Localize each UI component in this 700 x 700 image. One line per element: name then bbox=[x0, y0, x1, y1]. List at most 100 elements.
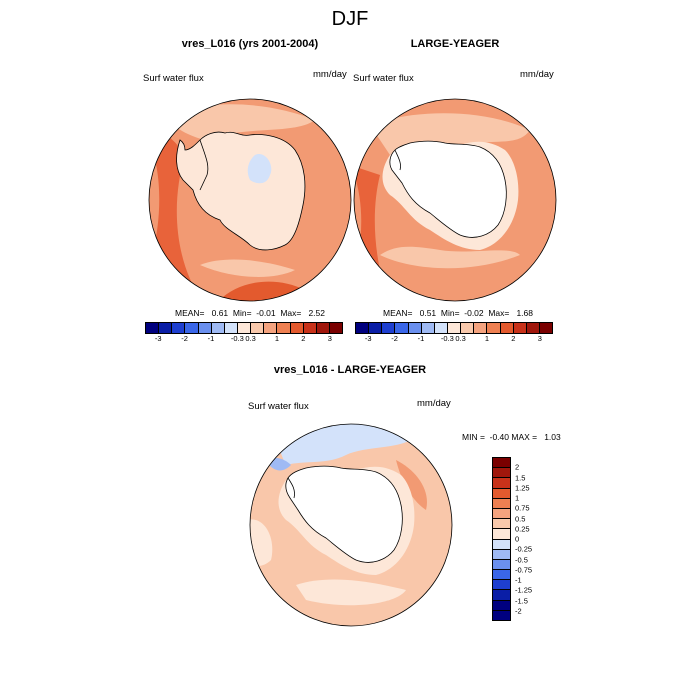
panel3-colorbar-tick-label: 0.5 bbox=[515, 514, 526, 523]
panel1-colorbar-tick-label: -3 bbox=[154, 334, 162, 343]
panel3-colorbar-swatch bbox=[493, 539, 510, 550]
panel1-units-label: mm/day bbox=[313, 69, 347, 80]
panel3-colorbar-tick-label: -1.25 bbox=[515, 585, 533, 595]
panel1-colorbar-tick-label: 2 bbox=[301, 334, 306, 343]
panel3-variable-label: Surf water flux bbox=[248, 401, 309, 412]
panel2-colorbar-tick-label: -1 bbox=[417, 334, 425, 343]
panel3-colorbar-swatch bbox=[493, 590, 510, 601]
panel1-colorbar-swatch bbox=[159, 323, 173, 333]
panel2-colorbar-swatch bbox=[356, 323, 370, 333]
panel2-colorbar-tick-label: -0.3 bbox=[440, 334, 454, 343]
panel3-colorbar-tick-label: -1.5 bbox=[515, 596, 528, 605]
panel3-colorbar-swatch bbox=[493, 508, 510, 520]
panel2-variable-label: Surf water flux bbox=[353, 73, 414, 84]
panel3-units-label: mm/day bbox=[417, 398, 451, 409]
panel3-polar-map bbox=[249, 423, 453, 627]
panel1-colorbar-tick-label: -1 bbox=[207, 334, 215, 343]
panel1-variable-label: Surf water flux bbox=[143, 73, 204, 84]
panel1-polar-map bbox=[148, 98, 352, 302]
panel2-colorbar-swatch bbox=[369, 323, 383, 333]
panel3-colorbar-labels: 2 1.5 1.25 1 0.75 0.5 0.25 0 -0.25 -0.5 -0.75 -1 -1.… bbox=[515, 457, 555, 621]
panel1-colorbar-swatch bbox=[211, 323, 225, 333]
panel2-colorbar-tick-label: 2 bbox=[511, 334, 516, 343]
panel3-colorbar-tick-label: 2 bbox=[515, 462, 520, 472]
panel1-stats: MEAN= 0.61 Min= -0.01 Max= 2.52 bbox=[175, 308, 326, 318]
panel1-colorbar-swatch bbox=[316, 323, 330, 333]
panel2-colorbar-swatch bbox=[447, 323, 462, 333]
panel2-units-label: mm/day bbox=[520, 69, 554, 80]
panel1-colorbar-swatch bbox=[303, 323, 317, 333]
panel1-colorbar-tick-label: -0.3 bbox=[230, 334, 244, 343]
panel2-colorbar-labels: -3 -2 -1 -0.3 0.3 1 2 3 bbox=[355, 334, 553, 344]
panel1-colorbar: -3 -2 -1 -0.3 0.3 1 2 3 bbox=[145, 322, 343, 344]
panel3-colorbar-tick-label: 1.25 bbox=[515, 483, 530, 493]
panel3-colorbar-swatch bbox=[493, 478, 510, 489]
panel2-colorbar-swatch bbox=[434, 323, 448, 333]
panel2-colorbar-swatch bbox=[513, 323, 527, 333]
panel1-colorbar-swatch bbox=[198, 323, 212, 333]
panel1-colorbar-swatch bbox=[237, 323, 252, 333]
panel3-colorbar-swatch bbox=[493, 519, 510, 530]
panel1-colorbar-swatches bbox=[145, 322, 343, 334]
panel1-colorbar-tick-label: 1 bbox=[274, 334, 280, 343]
panel2-colorbar-swatch bbox=[395, 323, 409, 333]
figure-title: DJF bbox=[331, 8, 369, 30]
panel2-colorbar-tick-label: 3 bbox=[537, 334, 542, 343]
panel2-colorbar-swatch bbox=[408, 323, 422, 333]
panel2-colorbar: -3 -2 -1 -0.3 0.3 1 2 3 bbox=[355, 322, 553, 344]
panel3-colorbar-tick-label: 1 bbox=[515, 493, 520, 503]
panel1-colorbar-swatch bbox=[146, 323, 160, 333]
panel2-colorbar-swatches bbox=[355, 322, 553, 334]
panel1-colorbar-swatch bbox=[172, 323, 186, 333]
panel3-colorbar-swatches bbox=[492, 457, 511, 621]
panel2-colorbar-swatch bbox=[461, 323, 475, 333]
panel3-colorbar-tick-label: 0.25 bbox=[515, 524, 530, 534]
panel3-colorbar-tick-label: -2 bbox=[515, 606, 522, 616]
panel3-colorbar-swatch bbox=[493, 488, 510, 499]
panel2-colorbar-swatch bbox=[526, 323, 540, 333]
panel1-colorbar-tick-label: 0.3 bbox=[245, 334, 256, 343]
panel3-colorbar-swatch bbox=[493, 549, 510, 560]
panel2-colorbar-swatch bbox=[421, 323, 435, 333]
panel1-colorbar-swatch bbox=[224, 323, 238, 333]
panel3-colorbar-swatch bbox=[493, 570, 510, 581]
panel3-colorbar-tick-label: -0.5 bbox=[515, 555, 528, 564]
panel1-colorbar-swatch bbox=[251, 323, 265, 333]
panel3-colorbar-swatch bbox=[493, 580, 510, 591]
panel3-colorbar-tick-label: 1.5 bbox=[515, 473, 526, 482]
panel1-colorbar-tick-label: -2 bbox=[181, 334, 188, 343]
panel1-colorbar-labels: -3 -2 -1 -0.3 0.3 1 2 3 bbox=[145, 334, 343, 344]
panel2-colorbar-tick-label: 1 bbox=[484, 334, 490, 343]
panel2-title: LARGE-YEAGER bbox=[410, 38, 500, 50]
panel3-title: vres_L016 - LARGE-YEAGER bbox=[273, 364, 427, 376]
panel1-colorbar-swatch bbox=[277, 323, 291, 333]
panel3-colorbar-swatch bbox=[493, 498, 510, 509]
panel2-colorbar-tick-label: -3 bbox=[364, 334, 372, 343]
panel3-colorbar-swatch bbox=[493, 458, 510, 469]
panel3-colorbar-swatch bbox=[493, 529, 510, 540]
panel2-colorbar-tick-label: -2 bbox=[391, 334, 398, 343]
panel3-colorbar-swatch bbox=[493, 468, 510, 479]
panel1-title: vres_L016 (yrs 2001-2004) bbox=[181, 38, 319, 50]
panel3-colorbar-swatch bbox=[493, 610, 510, 620]
panel3-colorbar-tick-label: -0.25 bbox=[515, 544, 533, 554]
panel1-colorbar-swatch bbox=[185, 323, 199, 333]
panel1-colorbar-swatch bbox=[290, 323, 304, 333]
panel2-colorbar-tick-label: 0.3 bbox=[455, 334, 466, 343]
panel2-stats: MEAN= 0.51 Min= -0.02 Max= 1.68 bbox=[383, 308, 534, 318]
panel1-colorbar-swatch bbox=[329, 323, 343, 333]
panel2-colorbar-swatch bbox=[500, 323, 514, 333]
panel3-colorbar-tick-label: 0 bbox=[515, 534, 520, 544]
panel3-stats: MIN = -0.40 MAX = 1.03 bbox=[462, 432, 561, 442]
panel3-colorbar-tick-label: -0.75 bbox=[515, 565, 533, 575]
panel2-colorbar-swatch bbox=[487, 323, 501, 333]
panel3-colorbar-swatch bbox=[493, 559, 510, 571]
panel3-colorbar: 2 1.5 1.25 1 0.75 0.5 0.25 0 -0.25 -0.5 -0.75 -1 -1.… bbox=[492, 457, 555, 621]
panel1-colorbar-tick-label: 3 bbox=[327, 334, 332, 343]
panel2-colorbar-swatch bbox=[474, 323, 488, 333]
panel3-colorbar-tick-label: -1 bbox=[515, 575, 522, 585]
panel2-colorbar-swatch bbox=[382, 323, 396, 333]
panel2-polar-map bbox=[353, 98, 557, 302]
panel3-colorbar-tick-label: 0.75 bbox=[515, 503, 530, 513]
panel1-colorbar-swatch bbox=[264, 323, 278, 333]
